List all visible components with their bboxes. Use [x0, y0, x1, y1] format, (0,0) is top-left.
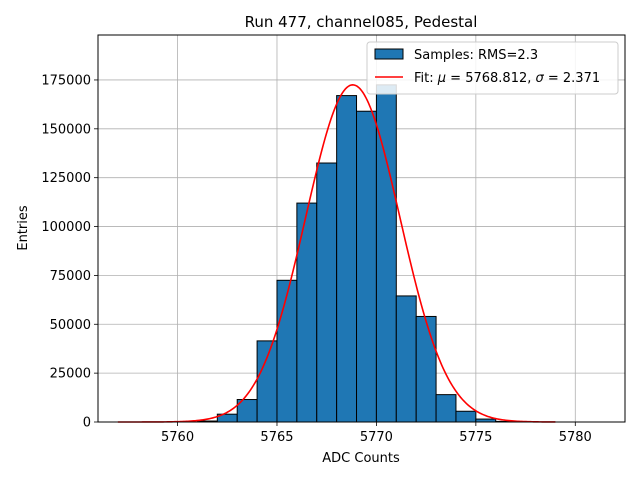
histogram-bar	[276, 279, 298, 423]
y-tick-label: 50000	[50, 318, 91, 333]
y-tick-label: 25000	[50, 367, 91, 382]
histogram-bar	[336, 95, 358, 423]
histogram-bar	[256, 340, 278, 423]
y-tick-label: 75000	[50, 269, 91, 284]
y-tick-label: 100000	[41, 220, 91, 235]
histogram-bar	[316, 162, 338, 423]
fit-curve	[117, 84, 556, 423]
histogram-bar	[296, 202, 318, 423]
y-tick-label: 175000	[41, 73, 91, 88]
plot-frame	[97, 34, 626, 423]
y-tick-label: 150000	[41, 122, 91, 137]
x-tick-label: 5770	[360, 430, 393, 445]
chart-title: Run 477, channel085, Pedestal	[245, 13, 478, 31]
histogram-bars	[196, 84, 517, 423]
legend-label-fit: Fit: μ = 5768.812, σ = 2.371	[414, 71, 600, 86]
y-axis-ticks: 0 25000 50000 75000 100000 125000 150000 175000	[41, 73, 98, 431]
legend-swatch-samples	[374, 48, 404, 60]
x-axis-label: ADC Counts	[322, 451, 400, 466]
histogram-bar	[395, 295, 417, 423]
legend: Samples: RMS=2.3 Fit: μ = 5768.812, σ = …	[366, 41, 619, 95]
histogram-bar	[356, 110, 377, 423]
y-tick-label: 125000	[41, 171, 91, 186]
histogram-bar	[455, 410, 477, 423]
legend-label-samples: Samples: RMS=2.3	[414, 48, 538, 63]
y-axis-label: Entries	[16, 205, 31, 251]
x-tick-label: 5780	[559, 430, 592, 445]
x-axis-ticks: 5760 5765 5770 5775 5780	[161, 422, 592, 445]
legend-box	[366, 41, 619, 95]
x-tick-label: 5775	[459, 430, 492, 445]
histogram-bar	[415, 315, 437, 423]
x-tick-label: 5765	[260, 430, 293, 445]
y-tick-label: 0	[83, 416, 91, 431]
histogram-bar	[435, 394, 457, 423]
x-tick-label: 5760	[161, 430, 194, 445]
